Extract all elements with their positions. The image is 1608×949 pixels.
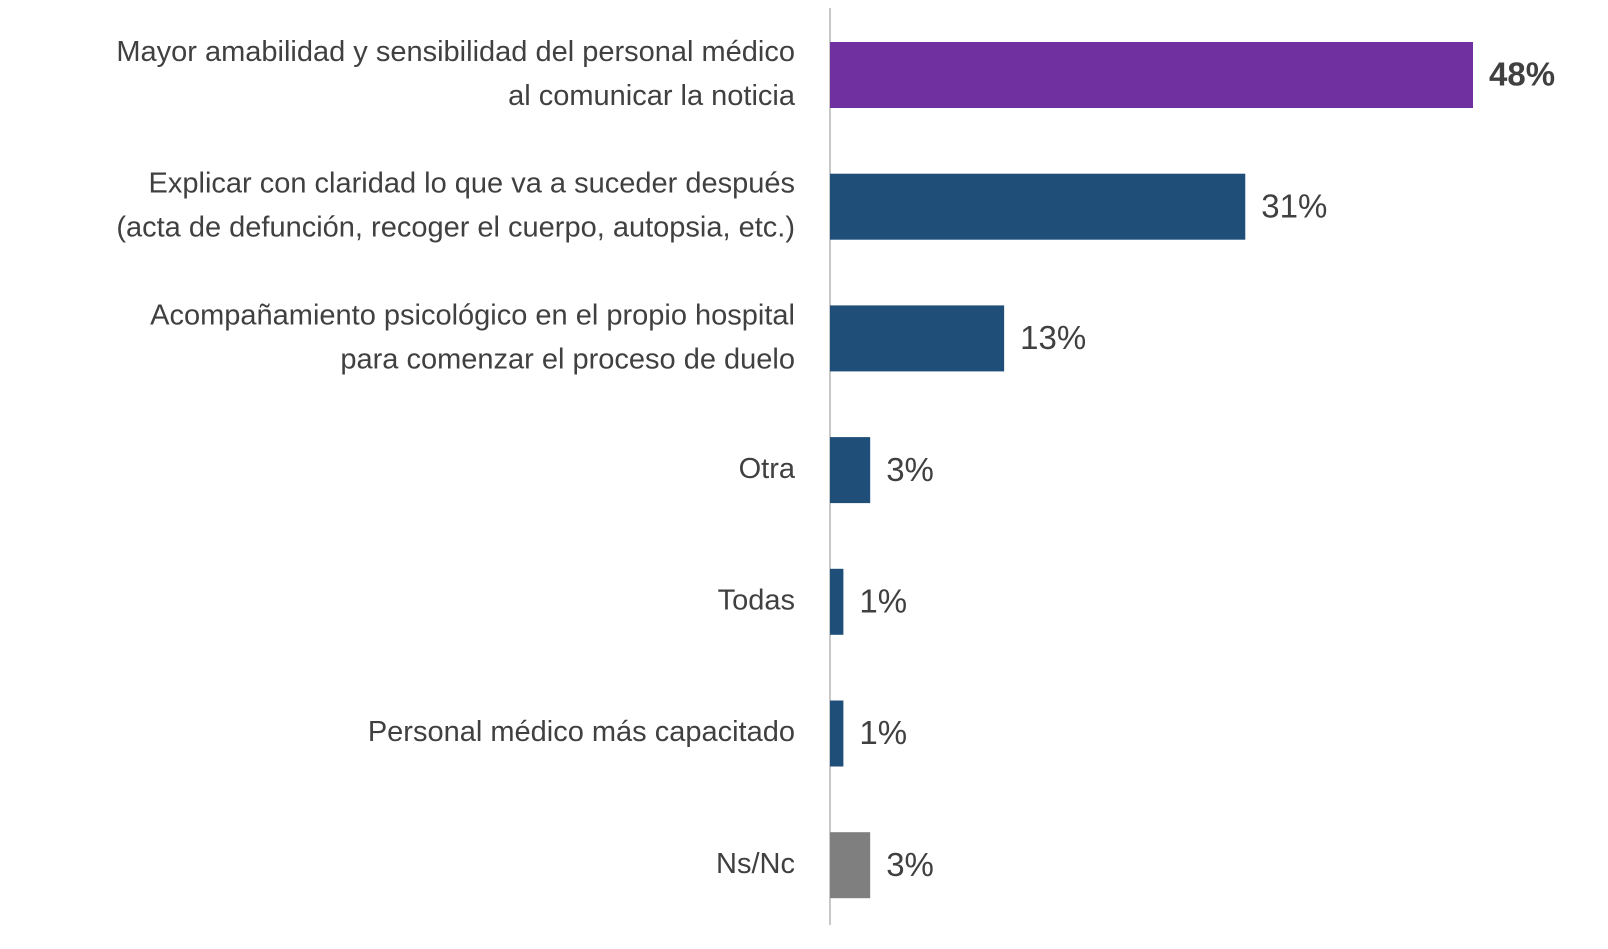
category-label: Todas [718,584,795,616]
label-line: para comenzar el proceso de duelo [340,343,795,375]
category-label: Ns/Nc [716,848,795,880]
value-label: 48% [1489,56,1555,93]
bar [830,437,871,504]
bar [830,305,1005,372]
label-line: al comunicar la noticia [508,80,796,112]
category-label: Mayor amabilidad y sensibilidad del pers… [116,36,796,112]
value-label: 1% [859,583,907,620]
label-line: Mayor amabilidad y sensibilidad del pers… [116,36,795,68]
value-label: 13% [1020,319,1086,356]
label-line: Explicar con claridad lo que va a sucede… [149,167,795,199]
bar [830,700,844,767]
bar [830,832,871,899]
category-label: Otra [739,453,796,485]
value-label: 3% [886,846,934,883]
category-label: Personal médico más capacitado [368,716,795,748]
label-line: Acompañamiento psicológico en el propio … [150,299,795,331]
bar [830,42,1473,108]
bar [830,568,844,635]
category-label: Explicar con claridad lo que va a sucede… [116,167,795,243]
value-label: 3% [886,451,934,488]
label-line: (acta de defunción, recoger el cuerpo, a… [116,211,795,243]
category-label: Acompañamiento psicológico en el propio … [150,299,795,375]
value-label: 31% [1261,187,1327,224]
bar [830,173,1246,240]
value-label: 1% [859,714,907,751]
